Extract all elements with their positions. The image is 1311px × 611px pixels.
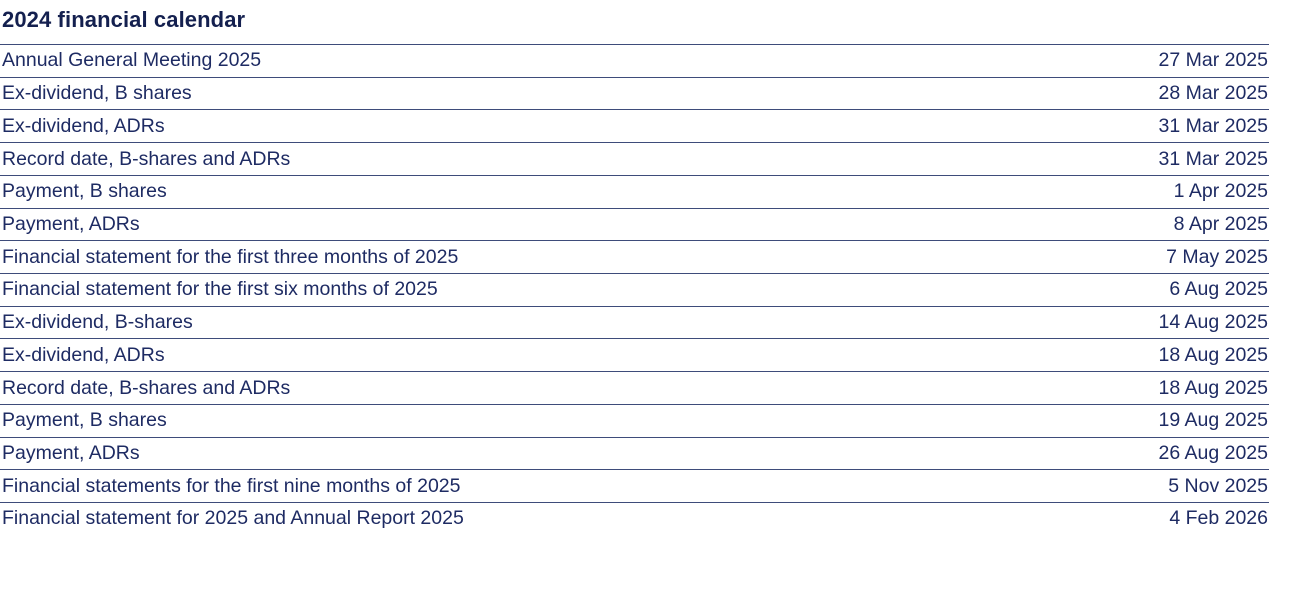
- event-cell: Payment, ADRs: [2, 212, 140, 235]
- date-cell: 5 Nov 2025: [1168, 474, 1268, 497]
- table-row: Payment, B shares 19 Aug 2025: [0, 403, 1269, 437]
- event-cell: Payment, B shares: [2, 409, 167, 432]
- date-cell: 18 Aug 2025: [1158, 343, 1268, 366]
- table-row: Payment, B shares 1 Apr 2025: [0, 174, 1269, 208]
- table-row: Financial statement for the first three …: [0, 240, 1269, 273]
- date-cell: 8 Apr 2025: [1173, 212, 1268, 235]
- table-row: Payment, ADRs 8 Apr 2025: [0, 207, 1269, 241]
- date-cell: 14 Aug 2025: [1158, 311, 1268, 334]
- table-row: Ex-dividend, B-shares 14 Aug 2025: [0, 305, 1269, 339]
- event-cell: Record date, B-shares and ADRs: [2, 147, 291, 170]
- page-title: 2024 financial calendar: [2, 7, 246, 32]
- event-cell: Financial statement for the first six mo…: [2, 278, 438, 301]
- event-cell: Financial statement for the first three …: [2, 245, 459, 268]
- date-cell: 28 Mar 2025: [1158, 82, 1269, 105]
- table-row: Payment, ADRs 26 Aug 2025: [0, 436, 1269, 470]
- event-cell: Ex-dividend, ADRs: [2, 343, 165, 366]
- date-cell: 27 Mar 2025: [1158, 49, 1269, 72]
- table-row: Financial statement for 2025 and Annual …: [0, 502, 1269, 535]
- table-row: Ex-dividend, ADRs 18 Aug 2025: [0, 338, 1269, 371]
- event-cell: Ex-dividend, B shares: [2, 82, 192, 105]
- table-row: Annual General Meeting 2025 27 Mar 2025: [0, 44, 1269, 77]
- event-cell: Ex-dividend, ADRs: [2, 114, 165, 137]
- date-cell: 4 Feb 2026: [1169, 507, 1268, 530]
- table-row: Record date, B-shares and ADRs 18 Aug 20…: [0, 371, 1269, 404]
- event-cell: Financial statement for 2025 and Annual …: [2, 507, 464, 530]
- event-cell: Annual General Meeting 2025: [2, 49, 262, 72]
- date-cell: 31 Mar 2025: [1158, 114, 1269, 137]
- table-row: Financial statements for the first nine …: [0, 469, 1269, 502]
- table-row: Ex-dividend, ADRs 31 Mar 2025: [0, 109, 1269, 142]
- table-row: Financial statement for the first six mo…: [0, 273, 1269, 306]
- table-row: Record date, B-shares and ADRs 31 Mar 20…: [0, 142, 1269, 175]
- financial-calendar-table: Annual General Meeting 2025 27 Mar 2025 …: [0, 44, 1269, 535]
- date-cell: 31 Mar 2025: [1158, 147, 1269, 170]
- event-cell: Payment, B shares: [2, 180, 167, 203]
- event-cell: Financial statements for the first nine …: [2, 474, 461, 497]
- date-cell: 7 May 2025: [1166, 245, 1268, 268]
- table-row: Ex-dividend, B shares 28 Mar 2025: [0, 76, 1269, 110]
- event-cell: Record date, B-shares and ADRs: [2, 376, 291, 399]
- date-cell: 26 Aug 2025: [1158, 441, 1268, 464]
- date-cell: 6 Aug 2025: [1169, 278, 1268, 301]
- date-cell: 18 Aug 2025: [1158, 376, 1268, 399]
- date-cell: 1 Apr 2025: [1173, 180, 1268, 203]
- date-cell: 19 Aug 2025: [1158, 409, 1268, 432]
- event-cell: Payment, ADRs: [2, 441, 140, 464]
- event-cell: Ex-dividend, B-shares: [2, 311, 193, 334]
